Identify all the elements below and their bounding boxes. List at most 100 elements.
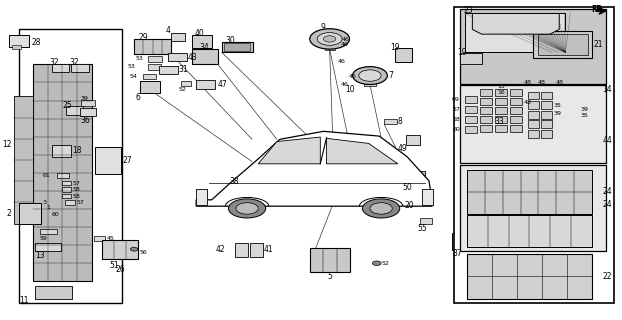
- Text: 36: 36: [80, 116, 90, 125]
- Bar: [465, 96, 477, 103]
- Bar: [494, 125, 507, 132]
- Bar: [95, 147, 121, 174]
- Text: 69: 69: [452, 97, 460, 102]
- Text: 33: 33: [494, 117, 504, 126]
- Bar: [537, 34, 588, 55]
- Bar: [460, 85, 606, 163]
- Bar: [235, 243, 248, 257]
- Bar: [19, 203, 41, 224]
- Bar: [364, 81, 376, 86]
- Bar: [528, 111, 539, 119]
- Text: 42: 42: [216, 245, 225, 254]
- Text: 53: 53: [128, 64, 136, 69]
- Text: 1: 1: [47, 205, 50, 210]
- Bar: [221, 42, 253, 52]
- Text: 46: 46: [342, 37, 350, 42]
- Circle shape: [359, 70, 381, 81]
- Bar: [494, 98, 507, 105]
- Bar: [541, 111, 552, 119]
- Bar: [541, 121, 552, 128]
- Text: 60: 60: [52, 212, 59, 217]
- Text: 48: 48: [523, 100, 531, 105]
- Text: 45: 45: [106, 236, 114, 241]
- Bar: [72, 64, 89, 72]
- Text: 13: 13: [35, 251, 44, 260]
- Bar: [192, 49, 218, 64]
- Polygon shape: [258, 137, 320, 164]
- Text: 51: 51: [109, 261, 119, 270]
- Text: 50: 50: [403, 183, 412, 192]
- Bar: [467, 170, 592, 213]
- Text: 21: 21: [593, 40, 603, 49]
- Bar: [494, 107, 507, 114]
- Text: 20: 20: [404, 201, 414, 210]
- Text: 41: 41: [264, 245, 274, 254]
- Bar: [460, 53, 481, 64]
- Text: 31: 31: [179, 65, 188, 74]
- Bar: [12, 45, 21, 49]
- Circle shape: [310, 29, 350, 49]
- Text: 28: 28: [32, 38, 41, 47]
- Circle shape: [370, 203, 392, 214]
- Text: 46: 46: [341, 82, 349, 87]
- Bar: [57, 173, 69, 179]
- Bar: [452, 233, 477, 250]
- Bar: [411, 192, 424, 201]
- Bar: [65, 200, 75, 204]
- Text: 8: 8: [398, 117, 402, 126]
- Bar: [480, 89, 492, 96]
- Text: 12: 12: [2, 140, 11, 148]
- Bar: [467, 254, 592, 299]
- Text: 16: 16: [497, 90, 505, 95]
- Bar: [134, 39, 172, 54]
- Bar: [192, 35, 211, 48]
- Text: 22: 22: [603, 272, 612, 281]
- Bar: [494, 116, 507, 123]
- Bar: [250, 243, 262, 257]
- Bar: [52, 64, 69, 72]
- Text: 39: 39: [553, 111, 561, 116]
- Text: 35: 35: [553, 103, 561, 108]
- Text: 6: 6: [136, 93, 141, 102]
- Text: 5: 5: [328, 272, 333, 281]
- Text: 4: 4: [166, 26, 170, 35]
- Bar: [528, 101, 539, 109]
- Text: 39: 39: [80, 96, 88, 101]
- Bar: [453, 7, 614, 303]
- Bar: [533, 31, 592, 58]
- Circle shape: [131, 247, 138, 251]
- Bar: [196, 189, 207, 204]
- Text: 34: 34: [199, 43, 209, 52]
- Bar: [62, 194, 72, 198]
- Text: 59: 59: [39, 236, 47, 241]
- Text: 25: 25: [63, 101, 72, 110]
- Text: 15: 15: [497, 84, 505, 89]
- Bar: [196, 80, 215, 89]
- Text: 48: 48: [523, 80, 531, 85]
- Circle shape: [353, 67, 388, 84]
- Text: 47: 47: [218, 80, 228, 89]
- Bar: [52, 145, 72, 157]
- Bar: [102, 240, 138, 260]
- Text: 37: 37: [452, 250, 462, 259]
- Text: 60: 60: [452, 127, 460, 132]
- Text: 3: 3: [43, 200, 47, 205]
- Text: 18: 18: [73, 146, 82, 155]
- Text: 54: 54: [129, 74, 137, 79]
- Circle shape: [236, 203, 258, 214]
- Bar: [66, 107, 83, 116]
- Bar: [467, 215, 592, 247]
- Text: 11: 11: [19, 296, 29, 305]
- Bar: [460, 9, 606, 84]
- Bar: [144, 74, 156, 79]
- Text: 58: 58: [452, 117, 460, 122]
- Text: 23: 23: [463, 6, 473, 15]
- Text: 57: 57: [452, 107, 460, 112]
- Text: 49: 49: [398, 144, 407, 153]
- Bar: [465, 13, 565, 52]
- Text: 58: 58: [73, 194, 80, 198]
- Bar: [180, 81, 190, 86]
- Bar: [159, 66, 177, 74]
- Text: 35: 35: [581, 113, 589, 118]
- Bar: [35, 286, 72, 299]
